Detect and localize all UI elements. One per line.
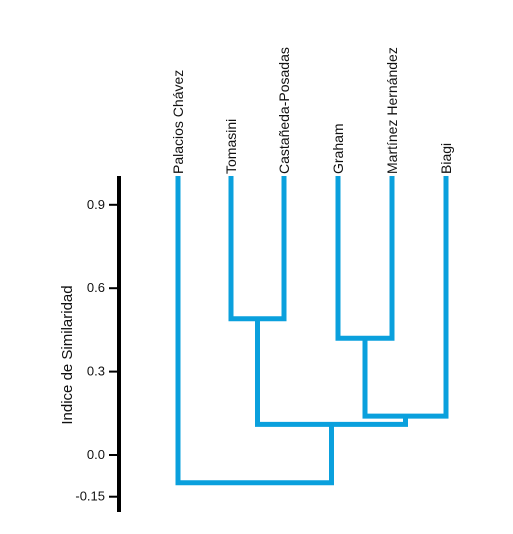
dendrogram-link bbox=[362, 176, 449, 419]
leaf-label: Graham bbox=[330, 123, 346, 174]
y-tick-label: -0.15 bbox=[75, 489, 105, 504]
y-axis-ticks: 0.9 0.6 0.3 0.0 -0.15 bbox=[75, 197, 119, 504]
y-tick-label: 0.6 bbox=[87, 280, 105, 295]
leaf-label: Castañeda-Posadas bbox=[276, 47, 292, 174]
leaf-label: Tomasini bbox=[223, 119, 239, 174]
y-tick-label: 0.9 bbox=[87, 197, 105, 212]
dendrogram-tree bbox=[175, 176, 449, 486]
leaf-label: Martínez Hernández bbox=[384, 47, 400, 174]
y-tick-label: 0.3 bbox=[87, 364, 105, 379]
dendrogram-link bbox=[175, 176, 334, 486]
leaf-labels: Palacios Chávez Tomasini Castañeda-Posadas… bbox=[170, 47, 454, 174]
dendrogram-link bbox=[335, 176, 395, 341]
leaf-label: Biagi bbox=[438, 143, 454, 174]
y-axis-title: Indice de Similaridad bbox=[59, 285, 76, 424]
dendrogram-link bbox=[255, 318, 408, 427]
y-tick-label: 0.0 bbox=[87, 447, 105, 462]
dendrogram-link bbox=[228, 176, 287, 322]
leaf-label: Palacios Chávez bbox=[170, 70, 186, 174]
